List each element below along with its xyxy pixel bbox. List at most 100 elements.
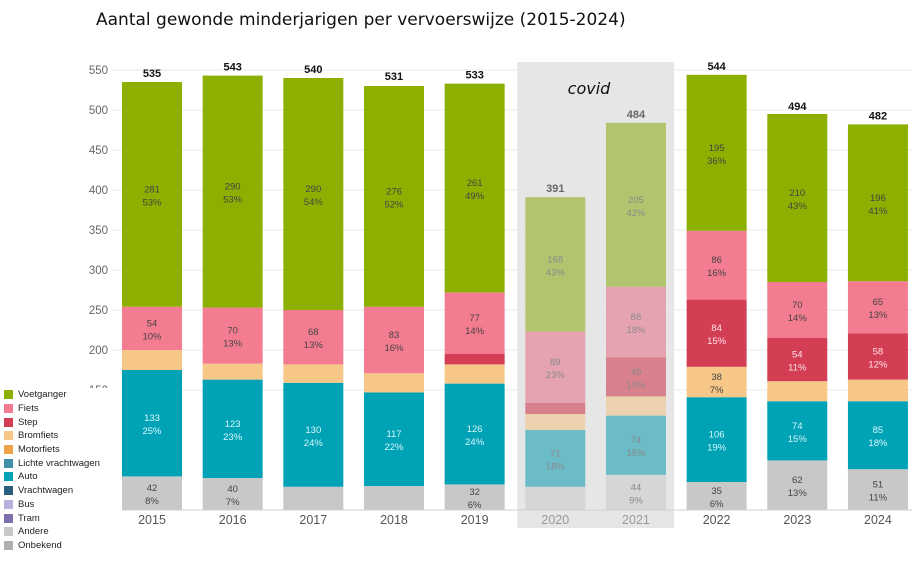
legend-label: Bus (18, 498, 35, 510)
bar-segment-voetganger-2022 (686, 74, 747, 231)
legend-label: Andere (18, 526, 49, 538)
legend-item-bus: Bus (4, 498, 122, 512)
data-label-percent: 15% (707, 336, 727, 347)
data-label-value: 54 (147, 318, 158, 329)
total-label-2019: 533 (465, 70, 483, 82)
bar-segments (122, 74, 908, 510)
data-label-value: 70 (227, 326, 238, 337)
data-label-value: 130 (305, 425, 321, 436)
data-label-percent: 53% (142, 197, 162, 208)
bar-segment-andere-2015 (122, 476, 182, 510)
data-label-value: 49 (631, 367, 642, 378)
bar-segment-auto-2024 (847, 401, 908, 470)
legend-item-voetganger: Voetganger (4, 388, 122, 402)
total-label-2015: 535 (143, 68, 161, 80)
bar-segment-step-2024 (847, 333, 908, 380)
data-label-percent: 10% (626, 380, 646, 391)
y-tick-label: 200 (89, 345, 108, 357)
bar-segment-bromfiets-2022 (686, 366, 747, 398)
data-label-percent: 13% (868, 310, 888, 321)
data-label-value: 84 (711, 323, 722, 334)
data-label-percent: 25% (142, 426, 162, 437)
total-label-2021: 484 (627, 109, 646, 121)
data-label-percent: 6% (710, 499, 724, 510)
data-label-value: 65 (873, 297, 884, 308)
data-label-percent: 49% (465, 191, 485, 202)
x-tick-label-2016: 2016 (219, 513, 247, 527)
bar-segment-auto-2015 (122, 370, 182, 477)
x-tick-label-2018: 2018 (380, 513, 408, 527)
x-tick-label-2022: 2022 (703, 513, 731, 527)
bar-segment-fiets-2020 (525, 331, 586, 403)
total-label-2020: 391 (546, 183, 564, 195)
bar-segment-auto-2019 (444, 383, 505, 485)
data-label-value: 38 (711, 372, 722, 383)
legend-item-andere: Andere (4, 525, 122, 539)
legend-swatch (4, 404, 13, 414)
bar-segment-bromfiets-2018 (363, 373, 424, 393)
bar-segment-andere-2018 (363, 486, 424, 510)
legend-swatch (4, 527, 13, 537)
data-label-percent: 13% (223, 339, 243, 350)
data-label-percent: 41% (868, 206, 888, 217)
bar-segment-fiets-2024 (847, 281, 908, 334)
data-label-value: 133 (144, 413, 160, 424)
data-label-percent: 9% (629, 495, 643, 506)
legend-swatch (4, 499, 13, 509)
data-label-value: 51 (873, 480, 884, 491)
data-label-value: 74 (792, 421, 803, 432)
data-label-percent: 12% (868, 359, 888, 370)
legend-item-lichte-vrachtwagen: Lichte vrachtwagen (4, 456, 122, 470)
data-label-value: 77 (469, 313, 480, 324)
legend-item-bromfiets: Bromfiets (4, 429, 122, 443)
bar-segment-auto-2023 (767, 401, 828, 461)
bar-segment-fiets-2023 (767, 282, 828, 338)
y-tick-label: 300 (89, 265, 108, 277)
legend-swatch (4, 540, 13, 550)
legend: Voetganger Fiets Step Bromfiets Motorfiets Li… (4, 388, 122, 560)
data-label-value: 123 (225, 419, 241, 430)
data-label-percent: 19% (707, 443, 727, 454)
bar-segment-fiets-2022 (686, 230, 747, 300)
bar-segment-voetganger-2023 (767, 114, 828, 282)
data-label-value: 71 (550, 448, 561, 459)
bar-segment-voetganger-2015 (122, 82, 182, 307)
data-label-percent: 16% (384, 343, 404, 354)
bar-segment-fiets-2016 (202, 307, 263, 364)
data-label-value: 290 (305, 184, 321, 195)
legend-label: Lichte vrachtwagen (18, 457, 100, 469)
data-label-percent: 23% (223, 432, 243, 443)
legend-swatch (4, 486, 13, 496)
bar-segment-voetganger-2017 (283, 78, 344, 310)
data-label-percent: 52% (384, 199, 404, 210)
bar-segment-auto-2020 (525, 430, 586, 487)
bar-segment-auto-2021 (605, 415, 666, 475)
x-tick-label-2017: 2017 (299, 513, 327, 527)
legend-item-vrachtwagen: Vrachtwagen (4, 484, 122, 498)
bar-segment-voetganger-2024 (847, 124, 908, 282)
legend-item-tram: Tram (4, 511, 122, 525)
bar-segment-bromfiets-2019 (444, 364, 505, 384)
bar-segment-voetganger-2018 (363, 86, 424, 307)
data-label-percent: 14% (465, 326, 485, 337)
data-label-percent: 14% (788, 313, 808, 324)
data-label-percent: 36% (707, 156, 727, 167)
data-label-value: 210 (789, 188, 805, 199)
y-tick-label: 450 (89, 145, 108, 157)
data-label-percent: 10% (142, 331, 162, 342)
data-label-value: 290 (225, 182, 241, 193)
x-tick-label-2015: 2015 (138, 513, 166, 527)
legend-swatch (4, 417, 13, 427)
bar-segment-auto-2016 (202, 379, 263, 478)
data-label-value: 54 (792, 350, 803, 361)
y-tick-label: 500 (89, 105, 108, 117)
legend-item-onbekend: Onbekend (4, 539, 122, 553)
data-label-value: 68 (308, 327, 319, 338)
data-label-value: 276 (386, 186, 402, 197)
data-label-percent: 13% (304, 340, 324, 351)
data-label-percent: 11% (788, 363, 807, 374)
legend-label: Vrachtwagen (18, 485, 74, 497)
x-tick-label-2020: 2020 (541, 513, 569, 527)
data-label-percent: 15% (788, 434, 808, 445)
